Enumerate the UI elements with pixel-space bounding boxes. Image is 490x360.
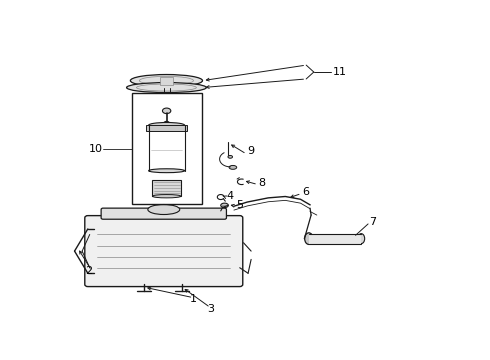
Text: 9: 9 [247, 146, 254, 156]
FancyBboxPatch shape [85, 216, 243, 287]
Ellipse shape [126, 82, 206, 93]
Ellipse shape [152, 194, 181, 198]
Text: 2: 2 [85, 266, 92, 276]
Text: 11: 11 [333, 67, 347, 77]
Ellipse shape [220, 203, 228, 208]
Ellipse shape [163, 108, 171, 114]
Text: 6: 6 [302, 187, 309, 197]
Ellipse shape [148, 122, 185, 128]
Bar [147, 125, 187, 131]
Ellipse shape [148, 169, 185, 173]
Text: 7: 7 [369, 217, 376, 227]
Bar [152, 180, 181, 196]
Ellipse shape [148, 204, 180, 215]
Text: 4: 4 [226, 191, 234, 201]
Ellipse shape [228, 156, 233, 158]
Text: 1: 1 [190, 294, 196, 304]
Ellipse shape [229, 166, 237, 169]
Bar [309, 234, 361, 244]
Ellipse shape [358, 234, 365, 244]
Text: 3: 3 [207, 304, 215, 314]
FancyBboxPatch shape [101, 208, 226, 219]
Text: 10: 10 [89, 144, 102, 153]
Ellipse shape [164, 121, 169, 125]
Ellipse shape [130, 75, 202, 87]
Bar [160, 77, 173, 85]
Ellipse shape [305, 233, 313, 244]
Text: 8: 8 [259, 178, 266, 188]
Text: 5: 5 [236, 201, 243, 210]
Bar [131, 93, 202, 204]
